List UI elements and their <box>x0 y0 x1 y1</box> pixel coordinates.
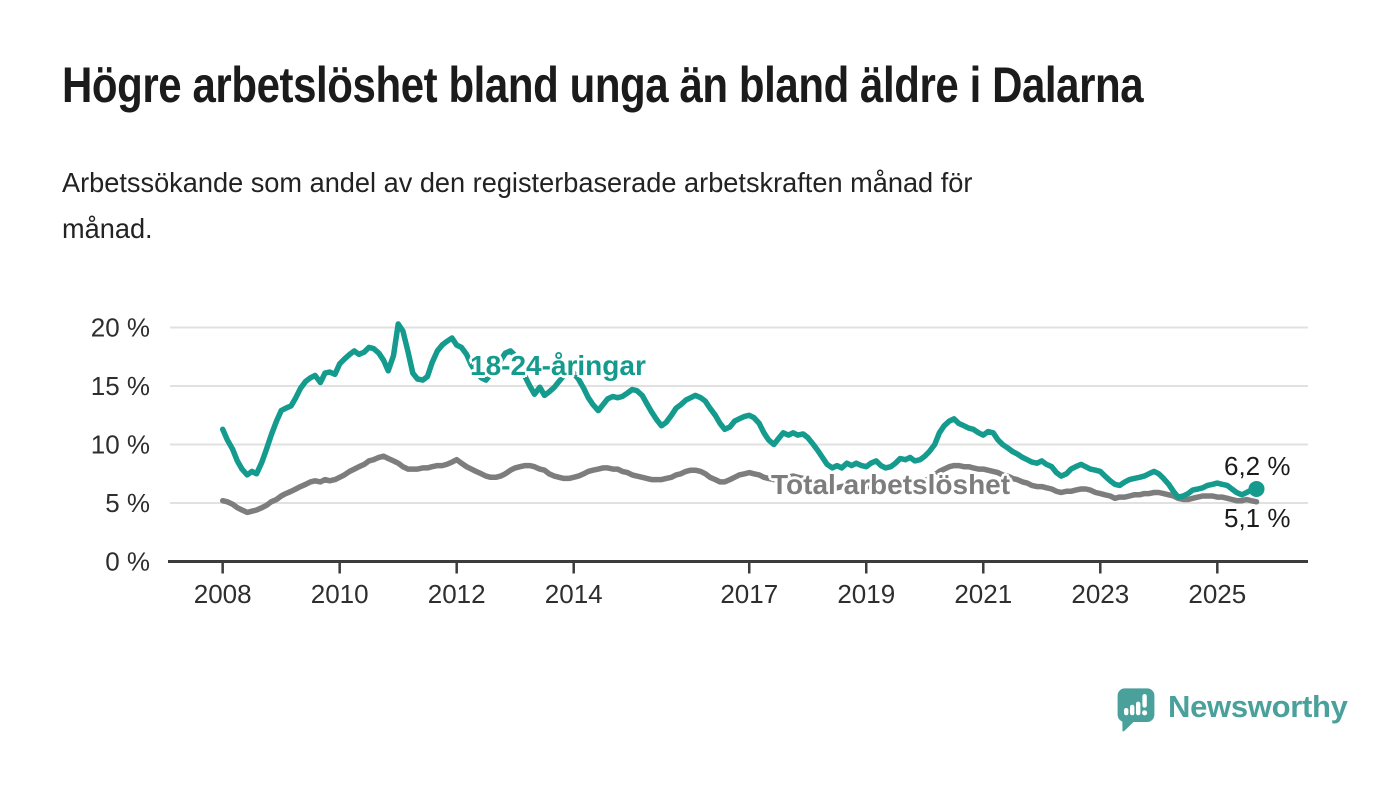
x-tick-label: 2025 <box>1188 579 1246 609</box>
series-end-dot <box>1248 480 1265 497</box>
x-tick-label: 2008 <box>194 579 252 609</box>
subtitle-line-1: Arbetssökande som andel av den registerb… <box>62 167 973 198</box>
line-chart: 2008 2010 2012 2014 2017 2019 2021 2023 2025 0 % 5… <box>91 313 1308 609</box>
y-tick-label: 0 % <box>105 547 150 577</box>
x-tick-label: 2010 <box>311 579 369 609</box>
x-tick-label: 2014 <box>545 579 603 609</box>
newsworthy-logo: Newsworthy <box>1116 686 1348 734</box>
end-value-label-total: 5,1 % <box>1224 503 1291 533</box>
series-line-total <box>219 453 1260 516</box>
x-tick-label: 2017 <box>720 579 778 609</box>
y-tick-label: 10 % <box>91 430 150 460</box>
x-tick-label: 2012 <box>428 579 486 609</box>
y-tick-label: 20 % <box>91 313 150 343</box>
end-value-label-youth: 6,2 % <box>1224 451 1291 481</box>
subtitle-line-2: månad. <box>62 213 153 244</box>
series-label-youth: 18-24-åringar <box>470 350 646 381</box>
y-tick-label: 5 % <box>105 488 150 518</box>
x-tick-label: 2019 <box>837 579 895 609</box>
x-tick-label: 2023 <box>1071 579 1129 609</box>
y-tick-label: 15 % <box>91 371 150 401</box>
page-subtitle: Arbetssökande som andel av den registerb… <box>62 160 972 252</box>
page-title: Högre arbetslöshet bland unga än bland ä… <box>62 57 1144 113</box>
bar-chart-icon <box>1124 694 1148 716</box>
newsworthy-logo-icon <box>1117 688 1155 732</box>
series-label-total: Total arbetslöshet <box>771 469 1011 500</box>
x-tick-label: 2021 <box>954 579 1012 609</box>
series-line-youth <box>219 321 1260 500</box>
newsworthy-brand-text: Newsworthy <box>1168 689 1348 724</box>
